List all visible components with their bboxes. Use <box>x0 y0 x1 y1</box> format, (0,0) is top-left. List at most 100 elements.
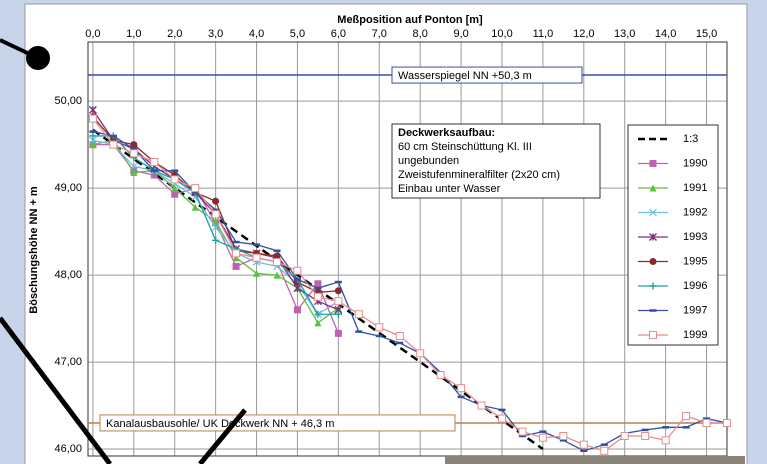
x-tick-label: 9,0 <box>453 28 468 40</box>
y-tick-label: 49,00 <box>54 182 82 194</box>
marker <box>498 414 506 423</box>
marker <box>129 162 138 171</box>
marker <box>314 310 322 318</box>
legend-label: 1990 <box>683 157 707 169</box>
x-tick-label: 1,0 <box>126 28 141 40</box>
marker <box>150 158 159 167</box>
x-tick-label: 12,0 <box>573 28 594 40</box>
legend-marker <box>649 331 657 339</box>
marker <box>170 175 179 184</box>
legend-label: 1999 <box>683 329 707 341</box>
marker <box>334 297 343 306</box>
marker <box>559 431 568 440</box>
x-tick-label: 6,0 <box>331 28 346 40</box>
marker <box>191 203 199 211</box>
legend-marker <box>649 282 657 290</box>
marker <box>88 114 97 123</box>
reference-label: Kanalausbausohle/ UK Deckwerk NN + 46,3 … <box>106 418 334 430</box>
marker <box>88 105 97 114</box>
marker <box>293 266 302 275</box>
legend-label: 1:3 <box>683 133 698 145</box>
x-tick-label: 4,0 <box>249 28 264 40</box>
marker <box>395 331 404 340</box>
marker <box>354 310 363 319</box>
legend: 1:3 1990 1991 1992 1993 1995 1996 1997 1999 <box>638 133 707 341</box>
marker <box>314 280 322 288</box>
x-tick-label: 3,0 <box>208 28 223 40</box>
legend-label: 1992 <box>683 206 707 218</box>
reference-label-box <box>99 414 456 432</box>
marker <box>416 349 425 358</box>
marker <box>314 319 322 327</box>
legend-marker <box>649 184 657 192</box>
legend-label: 1993 <box>683 231 707 243</box>
reference-label-box <box>391 66 583 84</box>
x-tick-label: 7,0 <box>372 28 387 40</box>
marks-layer: Wasserspiegel NN +50,3 m Kanalausbausohle… <box>88 66 731 455</box>
legend-frame <box>627 124 719 346</box>
annotation-frame <box>391 123 601 199</box>
x-tick-label: 8,0 <box>413 28 428 40</box>
marker <box>89 141 97 149</box>
marker <box>661 436 670 445</box>
marker <box>232 249 241 258</box>
legend-label: 1991 <box>683 182 707 194</box>
marker <box>579 440 588 449</box>
marker <box>313 292 322 301</box>
marker <box>293 284 302 293</box>
marker <box>293 306 301 314</box>
marker <box>130 141 138 149</box>
annotation-line: Einbau unter Wasser <box>398 183 501 195</box>
marker <box>375 323 384 332</box>
marker <box>273 258 281 267</box>
annotation-line: Zweistufenmineralfilter (2x20 cm) <box>398 169 560 181</box>
marker <box>212 197 220 205</box>
x-tick-label: 14,0 <box>655 28 676 40</box>
x-tick-label: 11,0 <box>533 28 554 40</box>
y-tick-label: 47,00 <box>54 356 82 368</box>
annotation-line: ungebunden <box>398 155 459 167</box>
x-tick-label: 5,0 <box>290 28 305 40</box>
marker <box>620 431 629 440</box>
annotation-title: Deckwerksaufbau: <box>398 127 495 139</box>
marker <box>232 254 240 262</box>
marker <box>88 136 97 145</box>
marker <box>150 171 158 179</box>
marker <box>641 431 650 440</box>
marker <box>457 384 466 393</box>
marker <box>171 190 179 198</box>
marker <box>600 446 609 455</box>
marker <box>191 184 200 193</box>
y-tick-label: 50,00 <box>54 95 82 107</box>
decor-line <box>0 316 112 464</box>
x-tick-label: 2,0 <box>167 28 182 40</box>
marker <box>252 253 261 262</box>
marker <box>334 329 342 337</box>
y-tick-label: 46,00 <box>54 443 82 455</box>
y-tick-label: 48,00 <box>54 269 82 281</box>
x-tick-label: 15,0 <box>696 28 717 40</box>
legend-marker <box>649 208 657 217</box>
decor-photo <box>445 456 745 464</box>
marker <box>702 418 711 427</box>
marker <box>211 210 220 219</box>
marker <box>273 271 281 279</box>
decor-line <box>0 38 39 60</box>
marker <box>211 223 220 232</box>
decor-line <box>198 408 247 464</box>
marker <box>130 168 138 176</box>
marker <box>89 132 97 140</box>
x-tick-label: 13,0 <box>614 28 635 40</box>
legend-marker <box>649 233 657 241</box>
marker <box>477 401 486 410</box>
legend-marker <box>649 160 657 167</box>
marker <box>436 371 445 380</box>
annotation-box: Deckwerksaufbau: 60 cm Steinschüttung Kl… <box>391 123 601 199</box>
legend-label: 1997 <box>683 304 707 316</box>
chart-title: Meßposition auf Ponton [m] <box>337 14 483 26</box>
marker <box>212 236 220 244</box>
marker <box>109 140 118 149</box>
marker <box>518 427 527 436</box>
marker <box>334 310 342 318</box>
